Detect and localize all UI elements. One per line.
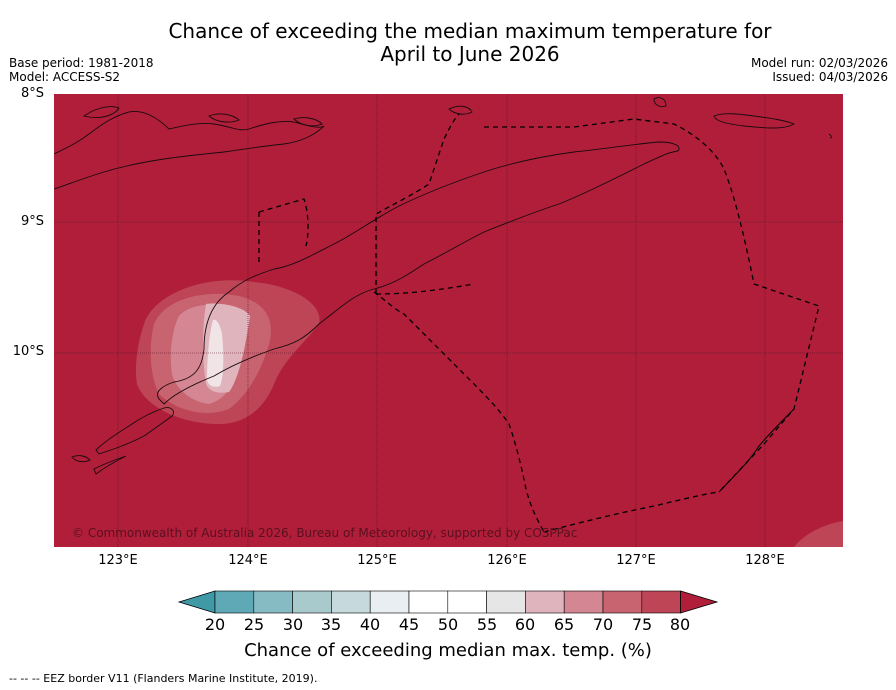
lat-label-10s: 10°S [12, 344, 44, 359]
colorbar-cell [214, 590, 255, 614]
title-line-2: April to June 2026 [380, 42, 560, 66]
colorbar-tick-60: 60 [514, 615, 536, 634]
eez-solid-border [718, 408, 795, 493]
colorbar-tick-25: 25 [243, 615, 265, 634]
title-line-1: Chance of exceeding the median maximum t… [168, 19, 772, 43]
colorbar-cell [563, 590, 604, 614]
lon-label-128e: 128°E [745, 553, 785, 568]
colorbar-tick-40: 40 [359, 615, 381, 634]
colorbar-tick-75: 75 [631, 615, 653, 634]
lat-label-9s: 9°S [20, 214, 44, 229]
coastlines [54, 97, 832, 475]
lon-label-127e: 127°E [616, 553, 656, 568]
colorbar-tick-35: 35 [320, 615, 342, 634]
copyright-notice: © Commonwealth of Australia 2026, Bureau… [72, 526, 578, 540]
gridlines [54, 94, 843, 547]
colorbar-cell [369, 590, 410, 614]
colorbar-tick-65: 65 [553, 615, 575, 634]
lat-label-8s: 8°S [20, 86, 44, 101]
colorbar-tick-50: 50 [437, 615, 459, 634]
colorbar-extend-low [178, 590, 216, 614]
lon-label-126e: 126°E [487, 553, 527, 568]
eez-border [258, 113, 820, 533]
colorbar-cell [253, 590, 293, 614]
colorbar-cell [408, 590, 449, 614]
lon-label-123e: 123°E [98, 553, 138, 568]
eez-legend: -- -- -- EEZ border V11 (Flanders Marine… [9, 672, 318, 685]
colorbar-tick-80: 80 [669, 615, 691, 634]
colorbar-cell [447, 590, 487, 614]
meta-left: Base period: 1981-2018 Model: ACCESS-S2 [9, 56, 154, 84]
colorbar-cell [525, 590, 565, 614]
lon-label-124e: 124°E [228, 553, 268, 568]
model-name: Model: ACCESS-S2 [9, 70, 121, 84]
map-panel [54, 94, 843, 547]
colorbar-tick-45: 45 [398, 615, 420, 634]
colorbar-label: Chance of exceeding median max. temp. (%… [244, 640, 652, 661]
colorbar-extend-high [680, 590, 718, 614]
colorbar-tick-55: 55 [476, 615, 498, 634]
colorbar-tick-30: 30 [282, 615, 304, 634]
colorbar-cells [178, 590, 718, 614]
meta-right: Model run: 02/03/2026 Issued: 04/03/2026 [751, 56, 888, 84]
colorbar [178, 590, 718, 614]
colorbar-cell [292, 590, 332, 614]
colorbar-tick-70: 70 [592, 615, 614, 634]
map-title: Chance of exceeding the median maximum t… [0, 20, 896, 66]
colorbar-tick-20: 20 [204, 615, 226, 634]
issued-date: Issued: 04/03/2026 [772, 70, 888, 84]
colorbar-cell [602, 590, 643, 614]
colorbar-cell [641, 590, 681, 614]
lon-label-125e: 125°E [357, 553, 397, 568]
colorbar-cell [331, 590, 371, 614]
prob-corner-patch [794, 521, 843, 547]
prob-contour-55 [207, 319, 224, 387]
model-run-date: Model run: 02/03/2026 [750, 56, 888, 70]
colorbar-cell [486, 590, 526, 614]
base-period: Base period: 1981-2018 [9, 56, 154, 70]
